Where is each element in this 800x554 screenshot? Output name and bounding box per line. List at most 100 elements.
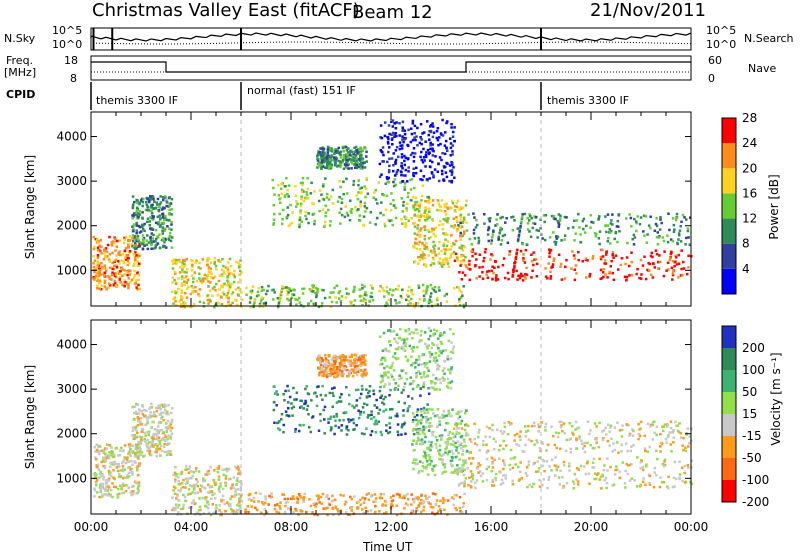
power-cell-7-0	[481, 265, 484, 269]
power-cell-5-126	[344, 145, 348, 149]
velocity-cell-3-152	[417, 505, 420, 508]
velocity-cell-2-246	[184, 482, 188, 485]
power-cell-6-95	[413, 208, 417, 212]
velocity-cell-7-159	[655, 473, 658, 477]
velocity-cell-8-8	[513, 439, 516, 442]
power-cell-2-192	[178, 260, 182, 264]
velocity-cell-2-133	[188, 465, 192, 468]
velocity-cell-6-137	[426, 447, 430, 451]
power-cell-9-252	[432, 131, 436, 135]
power-cell-8-90	[659, 218, 662, 221]
x-axis-title: Time UT	[363, 540, 413, 554]
power-cell-7-114	[671, 273, 675, 277]
velocity-cell-0-62	[126, 466, 130, 469]
power-cell-2-244	[219, 260, 222, 263]
power-cell-2-201	[239, 259, 242, 262]
velocity-cell-3-193	[382, 512, 386, 515]
velocity-cell-2-109	[224, 482, 228, 486]
velocity-cell-4-196	[332, 394, 335, 398]
velocity-cell-7-208	[575, 467, 579, 470]
velocity-cell-5-12	[332, 375, 336, 379]
velocity-cell-2-222	[193, 502, 197, 506]
power-cell-4-197	[383, 224, 387, 228]
power-cell-0-102	[108, 235, 111, 239]
power-cell-9-213	[443, 166, 446, 169]
velocity-cell-4-126	[427, 392, 431, 396]
power-cell-8-207	[659, 215, 662, 219]
velocity-cell-1-181	[167, 425, 170, 429]
power-cell-6-182	[423, 215, 427, 219]
power-cell-4-128	[329, 195, 333, 198]
velocity-cell-0-213	[111, 461, 115, 464]
power-cell-2-172	[218, 274, 222, 277]
velocity-cell-6-191	[452, 436, 455, 439]
velocity-cell-4-159	[317, 429, 321, 432]
power-cell-8-128	[669, 238, 673, 241]
velocity-cell-3-169	[300, 510, 303, 513]
velocity-cell-2-11	[189, 492, 192, 496]
velocity-cell-1-215	[158, 429, 162, 432]
velocity-cell-4-27	[345, 385, 348, 389]
velocity-cell-4-238	[299, 424, 302, 427]
power-cell-3-249	[299, 304, 303, 307]
power-cell-7-84	[601, 271, 605, 274]
power-cell-0-190	[108, 252, 112, 256]
power-cell-9-121	[427, 138, 431, 141]
velocity-cell-5-123	[352, 358, 356, 362]
power-cell-6-237	[440, 265, 444, 268]
power-cell-8-155	[559, 214, 562, 218]
power-cell-0-81	[93, 259, 97, 262]
power-cell-2-17	[195, 259, 198, 262]
power-cell-3-73	[345, 292, 349, 295]
power-cell-9-26	[450, 126, 453, 129]
velocity-cell-2-233	[192, 483, 195, 487]
velocity-cell-8-127	[598, 421, 601, 425]
velocity-cell-1-11	[165, 450, 168, 454]
velocity-cell-6-56	[428, 458, 431, 462]
velocity-cell-0-200	[136, 469, 139, 472]
power-cell-5-11	[316, 154, 319, 158]
power-cell-3-130	[262, 302, 266, 305]
power-cell-7-163	[573, 278, 577, 282]
power-cell-8-204	[526, 216, 529, 220]
power-cell-3-25	[394, 299, 397, 302]
velocity-cell-8-165	[541, 442, 545, 446]
power-cell-4-122	[340, 201, 344, 204]
power-cell-7-250	[604, 273, 607, 276]
velocity-cell-5-249	[344, 355, 347, 358]
power-cell-9-70	[386, 140, 390, 144]
power-cell-7-226	[577, 258, 580, 262]
power-cell-3-124	[370, 295, 374, 299]
velocity-cell-4-51	[368, 384, 372, 388]
power-cell-3-103	[352, 303, 356, 307]
power-cell-8-72	[589, 214, 593, 217]
power-cell-1-146	[145, 220, 149, 224]
power-cell-6-102	[431, 219, 435, 223]
power-cell-9-44	[403, 129, 407, 133]
velocity-cell-2-191	[221, 468, 225, 472]
velocity-cell-7-82	[606, 457, 609, 460]
power-cell-7-148	[559, 265, 562, 268]
velocity-cell-4-4	[370, 413, 373, 417]
power-cell-5-228	[352, 159, 356, 162]
power-cell-0-125	[111, 271, 114, 274]
velocity-cell-6-96	[441, 472, 444, 475]
power-cell-8-149	[592, 221, 595, 224]
power-cell-1-88	[162, 218, 166, 222]
power-cell-7-222	[674, 260, 677, 264]
velocity-cell-7-35	[558, 483, 562, 486]
velocity-cell-4-252	[355, 423, 358, 427]
velocity-cell-4-235	[328, 391, 332, 395]
power-cell-1-38	[145, 243, 149, 246]
velocity-cell-2-134	[197, 508, 201, 512]
power-cell-8-125	[525, 243, 529, 246]
power-cell-2-22	[179, 305, 183, 308]
velocity-cell-4-250	[306, 392, 310, 395]
power-cell-1-221	[146, 206, 150, 209]
power-cell-8-71	[643, 234, 646, 237]
velocity-cell-5-238	[328, 374, 331, 377]
velocity-cell-7-4	[661, 462, 665, 466]
velocity-cell-6-70	[444, 447, 447, 451]
velocity-cell-2-151	[240, 482, 243, 486]
velocity-cell-7-34	[561, 476, 564, 479]
